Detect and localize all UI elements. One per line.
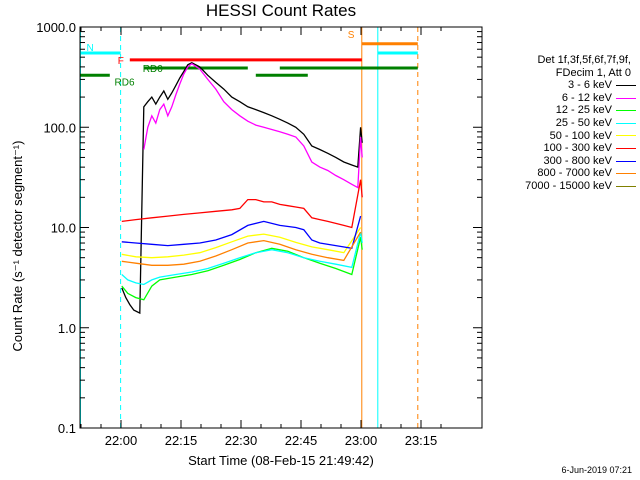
timestamp-footer: 6-Jun-2019 07:21 (561, 465, 632, 475)
plot-frame (79, 26, 483, 429)
legend-swatch-6 (616, 160, 636, 162)
axis-ticks: 22:00 22:15 22:30 22:45 23:00 23:15 1000.0 100.… (36, 20, 482, 448)
legend-header-line1: Det 1f,3f,5f,6f,7f,9f, (537, 54, 631, 66)
legend-label-4: 50 - 100 keV (549, 129, 612, 142)
y-tick-label-0: 1000.0 (36, 20, 76, 35)
legend-label-7: 800 - 7000 keV (537, 167, 612, 180)
flag-bars (80, 42, 418, 77)
x-tick-label-5: 23:15 (405, 433, 438, 448)
legend-entry-3: 25 - 50 keV (490, 117, 636, 130)
legend-entry-4: 50 - 100 keV (490, 130, 636, 143)
x-tick-label-3: 22:45 (285, 433, 318, 448)
flag-label-n: N (87, 43, 94, 54)
x-tick-label-1: 22:15 (165, 433, 198, 448)
legend-entry-1: 6 - 12 keV (490, 92, 636, 105)
legend-entry-2: 12 - 25 keV (490, 104, 636, 117)
legend-entries: 3 - 6 keV 6 - 12 keV 12 - 25 keV 25 - 50 ke… (490, 79, 636, 192)
legend-label-5: 100 - 300 keV (543, 142, 613, 155)
series-line-5 (121, 179, 363, 229)
x-tick-label-4: 23:00 (345, 433, 378, 448)
flag-label-f: F (118, 56, 124, 67)
legend-swatch-2 (616, 110, 636, 112)
legend-swatch-7 (616, 173, 636, 175)
flag-label-rd6: RD6 (115, 77, 135, 88)
legend-label-1: 6 - 12 keV (561, 91, 612, 104)
series-line-3 (121, 231, 363, 286)
legend-entry-7: 800 - 7000 keV (490, 167, 636, 180)
legend-swatch-4 (616, 135, 636, 137)
series-line-0 (121, 61, 363, 315)
series-line-7 (121, 231, 362, 266)
legend-entry-5: 100 - 300 keV (490, 142, 636, 155)
flag-labels: N F S RD0 RD6 (87, 30, 355, 88)
legend-label-6: 300 - 800 keV (543, 154, 613, 167)
legend-label-3: 25 - 50 keV (555, 116, 612, 129)
series-line-6 (121, 215, 362, 250)
chart-title: HESSI Count Rates (205, 1, 357, 20)
y-tick-label-3: 1.0 (58, 321, 76, 336)
y-tick-label-4: 0.1 (58, 421, 76, 436)
series-line-1 (143, 62, 363, 189)
y-tick-label-1: 100.0 (43, 120, 76, 135)
legend-swatch-8 (616, 185, 636, 187)
legend-label-2: 12 - 25 keV (555, 104, 612, 117)
flag-label-s: S (348, 30, 355, 41)
legend-swatch-0 (616, 84, 636, 86)
series-line-4 (121, 227, 362, 259)
legend-entry-6: 300 - 800 keV (490, 155, 636, 168)
series-line-2 (121, 237, 363, 301)
x-tick-label-2: 22:30 (225, 433, 258, 448)
x-tick-label-0: 22:00 (105, 433, 138, 448)
legend: Det 1f,3f,5f,6f,7f,9f, FDecim 1, Att 0 3… (490, 54, 636, 193)
legend-label-0: 3 - 6 keV (567, 79, 612, 92)
legend-swatch-3 (616, 122, 636, 124)
legend-label-8: 7000 - 15000 keV (525, 179, 612, 192)
x-axis-label: Start Time (08-Feb-15 21:49:42) (188, 453, 374, 468)
legend-entry-0: 3 - 6 keV (490, 79, 636, 92)
series-lines (121, 61, 363, 315)
legend-header-line2: FDecim 1, Att 0 (555, 66, 631, 79)
flag-label-rd0: RD0 (143, 64, 163, 75)
y-axis-label: Count Rate (s⁻¹ detector segment⁻¹) (10, 140, 25, 352)
legend-swatch-1 (616, 97, 636, 99)
legend-entry-8: 7000 - 15000 keV (490, 180, 636, 193)
legend-swatch-5 (616, 147, 636, 149)
y-tick-label-2: 10.0 (51, 221, 76, 236)
